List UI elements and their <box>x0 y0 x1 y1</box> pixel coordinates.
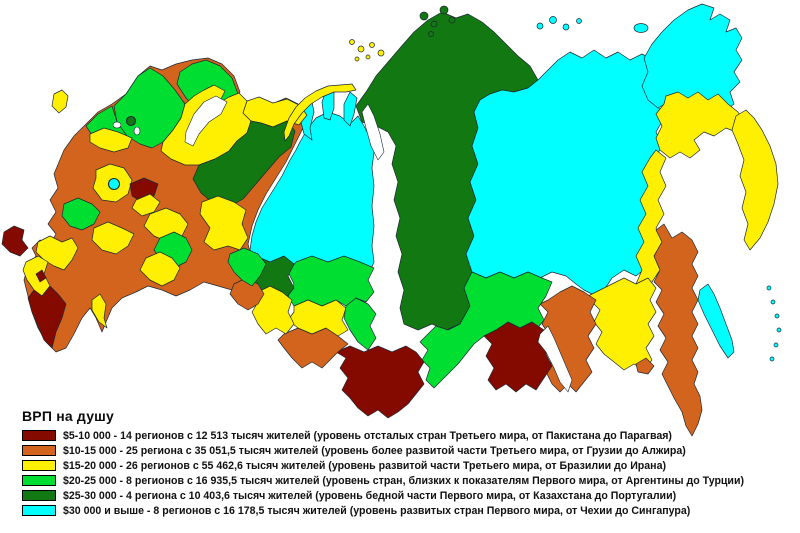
legend-row: $25-30 000 - 4 региона с 10 403,6 тысяч … <box>22 488 792 503</box>
legend-row: $5-10 000 - 14 регионов с 12 513 тысяч ж… <box>22 428 792 443</box>
island-kuril[interactable] <box>773 342 779 348</box>
region-caucasus[interactable] <box>27 285 67 349</box>
region-kaluga-tula[interactable] <box>61 197 101 231</box>
island-kuril[interactable] <box>769 356 775 362</box>
legend-row: $20-25 000 - 8 регионов с 16 935,5 тысяч… <box>22 473 792 488</box>
region-crimea[interactable] <box>1 225 29 257</box>
bay-yenisei <box>361 103 385 161</box>
legend-title: ВРП на душу <box>22 408 115 424</box>
sea-white-sea <box>184 95 228 147</box>
island-new-siberian[interactable] <box>576 18 582 24</box>
legend: ВРП на душу $5-10 000 - 14 регионов с 12… <box>22 408 792 518</box>
legend-swatch-15-20k <box>22 460 56 471</box>
legend-label-10-15k: $10-15 000 - 25 региона с 35 051,5 тысяч… <box>63 444 686 457</box>
island-franz-josef[interactable] <box>377 49 385 57</box>
region-novgorod-patch[interactable] <box>89 127 133 153</box>
region-omsk[interactable] <box>251 285 295 335</box>
island-severnaya-zemlya[interactable] <box>439 5 449 15</box>
island-kuril[interactable] <box>766 285 772 291</box>
region-kamchatka[interactable] <box>731 109 779 251</box>
legend-swatch-10-15k <box>22 445 56 456</box>
legend-label-30k-plus: $30 000 и выше - 8 регионов с 16 178,5 т… <box>63 504 691 517</box>
island-novaya-zemlya[interactable] <box>283 83 357 142</box>
lake-ladoga <box>112 121 122 129</box>
legend-row: $10-15 000 - 25 региона с 35 051,5 тысяч… <box>22 443 792 458</box>
legend-swatch-5-10k <box>22 430 56 441</box>
region-amur[interactable] <box>587 277 657 371</box>
island-severnaya-zemlya[interactable] <box>419 11 429 21</box>
island-kuril[interactable] <box>776 327 782 333</box>
island-franz-josef[interactable] <box>357 45 365 53</box>
region-adygea[interactable] <box>35 269 47 283</box>
island-severnaya-zemlya[interactable] <box>428 31 434 37</box>
region-astrakhan[interactable] <box>91 293 108 329</box>
region-volga-yellow[interactable] <box>139 251 181 287</box>
region-khabarovsk-primorye[interactable] <box>653 223 703 437</box>
island-kuril[interactable] <box>774 313 780 319</box>
island-wrangel[interactable] <box>633 23 649 33</box>
city-dot-moscow[interactable] <box>107 177 121 191</box>
island-severnaya-zemlya[interactable] <box>430 20 438 28</box>
region-kemerovo[interactable] <box>343 297 377 351</box>
lake-onega <box>133 126 141 136</box>
island-franz-josef[interactable] <box>365 54 371 60</box>
legend-row: $30 000 и выше - 8 регионов с 16 178,5 т… <box>22 503 792 518</box>
legend-swatch-25-30k <box>22 490 56 501</box>
region-sverdlovsk[interactable] <box>199 195 249 251</box>
island-new-siberian[interactable] <box>536 22 544 30</box>
region-chernozem[interactable] <box>91 221 135 255</box>
island-kuril[interactable] <box>770 299 776 305</box>
legend-label-15-20k: $15-20 000 - 26 регионов с 55 462,6 тыся… <box>63 459 666 472</box>
region-siberia-green-band[interactable] <box>287 255 375 307</box>
region-tyumen-south[interactable] <box>227 247 267 287</box>
legend-swatch-30k-plus <box>22 505 56 516</box>
legend-label-20-25k: $20-25 000 - 8 регионов с 16 935,5 тысяч… <box>63 474 744 487</box>
region-yamal-finger[interactable] <box>343 91 358 127</box>
lake-baikal <box>537 325 573 393</box>
island-franz-josef[interactable] <box>349 39 355 45</box>
legend-swatch-20-25k <box>22 475 56 486</box>
legend-label-5-10k: $5-10 000 - 14 регионов с 12 513 тысяч ж… <box>63 429 672 442</box>
region-ryazan-patch[interactable] <box>131 193 161 217</box>
island-severnaya-zemlya[interactable] <box>448 16 456 24</box>
region-altai-tuva[interactable] <box>335 345 425 419</box>
region-jewish-ao[interactable] <box>635 357 655 375</box>
island-sakhalin[interactable] <box>697 283 735 359</box>
legend-row: $15-20 000 - 26 регионов с 55 462,6 тыся… <box>22 458 792 473</box>
city-dot-saint-petersburg[interactable] <box>125 115 137 127</box>
region-buryatia[interactable] <box>483 321 553 393</box>
legend-label-25-30k: $25-30 000 - 4 региона с 10 403,6 тысяч … <box>63 489 677 502</box>
island-new-siberian[interactable] <box>562 23 570 31</box>
region-kaliningrad[interactable] <box>51 89 69 114</box>
island-franz-josef[interactable] <box>369 42 375 48</box>
region-magadan[interactable] <box>655 91 745 159</box>
island-franz-josef[interactable] <box>354 56 360 62</box>
island-new-siberian[interactable] <box>549 16 557 24</box>
